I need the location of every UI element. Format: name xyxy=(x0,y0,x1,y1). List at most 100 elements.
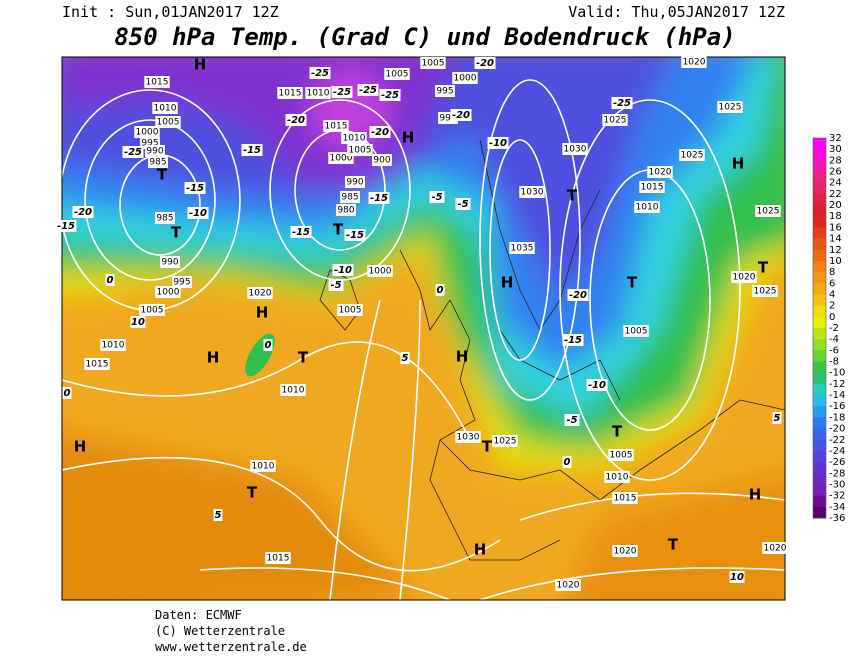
colorbar-label: 32 xyxy=(829,133,842,144)
temperature-label: -15 xyxy=(564,335,582,346)
isobar-label: 1035 xyxy=(511,244,534,254)
temperature-label: 5 xyxy=(774,413,781,424)
temperature-label: -20 xyxy=(287,115,305,126)
temperature-label-box xyxy=(184,182,206,194)
isobar-label: 995 xyxy=(141,139,158,149)
isobar-label: 1010 xyxy=(154,104,177,114)
pressure-center: H xyxy=(501,274,514,292)
isobar-label-box xyxy=(562,143,588,155)
colorbar-label: -16 xyxy=(829,401,845,412)
pressure-center: H xyxy=(256,304,269,322)
isobar-label-box xyxy=(452,72,478,84)
colorbar-label: -2 xyxy=(829,323,839,334)
isobar-label-box xyxy=(492,435,518,447)
temperature-label-box xyxy=(369,126,391,138)
pressure-center: H xyxy=(749,486,762,504)
temperature-label-box xyxy=(285,114,307,126)
colorbar-segment xyxy=(813,439,826,452)
isobar-label: 1010 xyxy=(636,203,659,213)
isobar-label-box xyxy=(172,276,192,288)
colorbar-segment xyxy=(813,506,826,519)
pressure-center: H xyxy=(456,348,469,366)
isobar-label-box xyxy=(367,265,393,277)
colorbar-label: 10 xyxy=(829,256,842,267)
temperature-label-box xyxy=(429,191,445,203)
colorbar-segment xyxy=(813,406,826,418)
temperature-label-box xyxy=(331,86,353,98)
colorbar-segment xyxy=(813,428,826,441)
colorbar-label: 0 xyxy=(829,312,835,323)
temperature-label: -15 xyxy=(57,221,75,232)
isobar-label: 990 xyxy=(146,147,163,157)
pressure-center: H xyxy=(402,129,415,147)
isobar-label-box xyxy=(155,286,181,298)
colorbar-segment xyxy=(813,350,826,363)
isobar-label-box xyxy=(519,186,545,198)
colorbar-segment xyxy=(813,138,826,150)
isobar-label: 1030 xyxy=(564,145,587,155)
isobar-label-box xyxy=(639,181,665,193)
temperature-label-box xyxy=(487,137,509,149)
isobar-label-box xyxy=(152,102,178,114)
isobar-label-box xyxy=(336,204,356,216)
isobar-label-box xyxy=(250,460,276,472)
temperature-label: 10 xyxy=(131,317,145,328)
temperature-label: 0 xyxy=(437,285,444,296)
map-title: 850 hPa Temp. (Grad C) und Bodendruck (h… xyxy=(114,23,735,51)
isobar-label-box xyxy=(435,85,455,97)
isobar-label: 1005 xyxy=(339,306,362,316)
isobar-label-box xyxy=(145,145,165,157)
isobar-label: 1015 xyxy=(146,78,169,88)
isobar-label: 1025 xyxy=(494,437,517,447)
colorbar-label: -20 xyxy=(829,424,845,435)
colorbar-segment xyxy=(813,283,826,295)
isobar-label-box xyxy=(160,256,180,268)
temperature-label: -20 xyxy=(74,207,92,218)
temperature-label: -20 xyxy=(476,58,494,69)
colorbar-segment xyxy=(813,272,826,284)
isobar-label-box xyxy=(134,126,160,138)
isobar-label-box xyxy=(555,579,581,591)
isobar-label-box xyxy=(681,56,707,68)
colorbar-segment xyxy=(813,260,826,273)
colorbar-label: 26 xyxy=(829,167,842,178)
colorbar-label: -28 xyxy=(829,468,845,479)
isobar-label: 1005 xyxy=(157,118,180,128)
isobar-label: 990 xyxy=(161,258,178,268)
isobar-label-box xyxy=(341,132,367,144)
temperature-label-box xyxy=(564,414,580,426)
isobar-label: 1025 xyxy=(757,207,780,217)
isobar-label: 985 xyxy=(149,158,166,168)
pressure-center: H xyxy=(732,155,745,173)
isobar-label-box xyxy=(604,471,630,483)
temperature-label-box xyxy=(379,89,401,101)
colorbar-segment xyxy=(813,205,826,217)
temperature-label: -20 xyxy=(569,290,587,301)
temperature-label: -25 xyxy=(311,68,329,79)
isobar-label-box xyxy=(455,431,481,443)
temperature-label-box xyxy=(241,144,263,156)
isobar-label: 1005 xyxy=(610,451,633,461)
isobar-label-box xyxy=(372,154,392,166)
colorbar-label: -12 xyxy=(829,379,845,390)
temperature-label: -5 xyxy=(431,192,442,203)
colorbar-segment xyxy=(813,417,826,430)
isobar-label: 1030 xyxy=(457,433,480,443)
isobar-label: 1000 xyxy=(330,154,353,164)
isobar-label: 1025 xyxy=(754,287,777,297)
temperature-label-box xyxy=(729,571,745,583)
isobar-label-box xyxy=(679,149,705,161)
colorbar-label: -14 xyxy=(829,390,845,401)
temperature-label: 5 xyxy=(215,510,222,521)
colorbar-segment xyxy=(813,193,826,206)
isobar-label: 995 xyxy=(436,87,453,97)
colorbar-label: 6 xyxy=(829,278,835,289)
temperature-label: -25 xyxy=(124,147,142,158)
temperature-label-box xyxy=(567,289,589,301)
temperature-label-box xyxy=(290,226,312,238)
temperature-label: 0 xyxy=(64,388,71,399)
colorbar-label: 4 xyxy=(829,289,835,300)
temperature-label-box xyxy=(72,206,94,218)
colorbar-label: -34 xyxy=(829,502,845,513)
colorbar-segment xyxy=(813,149,826,161)
